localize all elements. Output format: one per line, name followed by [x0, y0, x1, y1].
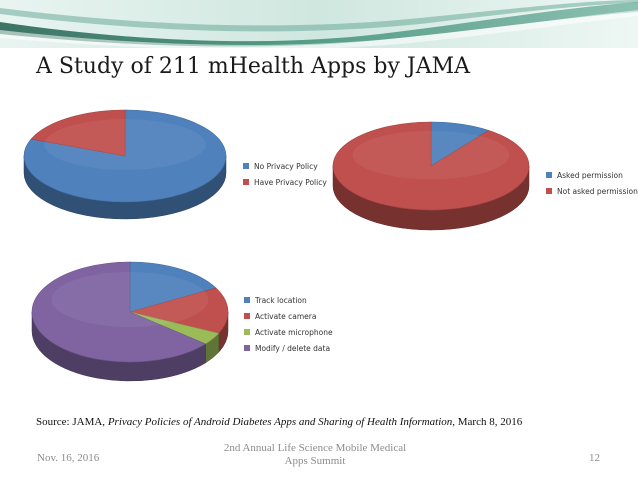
- legend-swatch: [243, 179, 249, 185]
- legend-permission: Asked permission Not asked permission: [546, 167, 638, 199]
- legend-item-activate-camera: Activate camera: [244, 308, 333, 324]
- legend-swatch: [244, 329, 250, 335]
- pie-highlight: [51, 272, 209, 327]
- legend-swatch: [546, 172, 552, 178]
- legend-label: Not asked permission: [557, 186, 638, 196]
- pie-chart-permission: [332, 121, 530, 231]
- pie-slice-have-privacy-policy: [30, 109, 126, 157]
- footer-page-number: 12: [589, 452, 600, 464]
- legend-swatch: [244, 313, 250, 319]
- pie-highlight: [44, 119, 206, 170]
- legend-label: Asked permission: [557, 170, 623, 180]
- source-suffix: , March 8, 2016: [452, 416, 523, 428]
- source-citation: Source: JAMA, Privacy Policies of Androi…: [36, 416, 636, 428]
- footer-event: 2nd Annual Life Science Mobile Medical A…: [223, 442, 407, 467]
- legend-swatch: [243, 163, 249, 169]
- pie-chart-data-access: [31, 261, 229, 382]
- legend-swatch: [546, 188, 552, 194]
- source-title: Privacy Policies of Android Diabetes App…: [107, 416, 453, 428]
- header-banner: [0, 0, 638, 48]
- source-prefix: Source: JAMA,: [36, 416, 108, 428]
- legend-label: Track location: [255, 295, 307, 305]
- pie-slice-track-location: [129, 261, 217, 313]
- pie-slice-modify-delete-data: [31, 261, 207, 363]
- legend-item-not-asked-permission: Not asked permission: [546, 183, 638, 199]
- legend-swatch: [244, 345, 250, 351]
- pie-slice-activate-camera: [128, 287, 229, 334]
- slide-title: A Study of 211 mHealth Apps by JAMA: [36, 54, 471, 79]
- legend-swatch: [244, 297, 250, 303]
- legend-label: Modify / delete data: [255, 343, 331, 353]
- legend-item-activate-microphone: Activate microphone: [244, 324, 333, 340]
- footer-date: Nov. 16, 2016: [37, 452, 100, 464]
- legend-label: No Privacy Policy: [254, 161, 318, 171]
- legend-item-asked-permission: Asked permission: [546, 167, 638, 183]
- legend-data-access: Track location Activate camera Activate mi…: [244, 292, 333, 356]
- legend-label: Have Privacy Policy: [254, 177, 327, 187]
- legend-item-track-location: Track location: [244, 292, 333, 308]
- legend-privacy-policy: No Privacy Policy Have Privacy Policy: [243, 158, 327, 190]
- pie-highlight: [352, 130, 510, 180]
- legend-item-modify-delete-data: Modify / delete data: [244, 340, 333, 356]
- legend-item-no-privacy-policy: No Privacy Policy: [243, 158, 327, 174]
- legend-item-have-privacy-policy: Have Privacy Policy: [243, 174, 327, 190]
- pie-chart-privacy-policy: [23, 109, 227, 220]
- pie-slice-not-asked-permission: [332, 121, 530, 211]
- legend-label: Activate microphone: [255, 327, 333, 337]
- legend-label: Activate camera: [255, 311, 317, 321]
